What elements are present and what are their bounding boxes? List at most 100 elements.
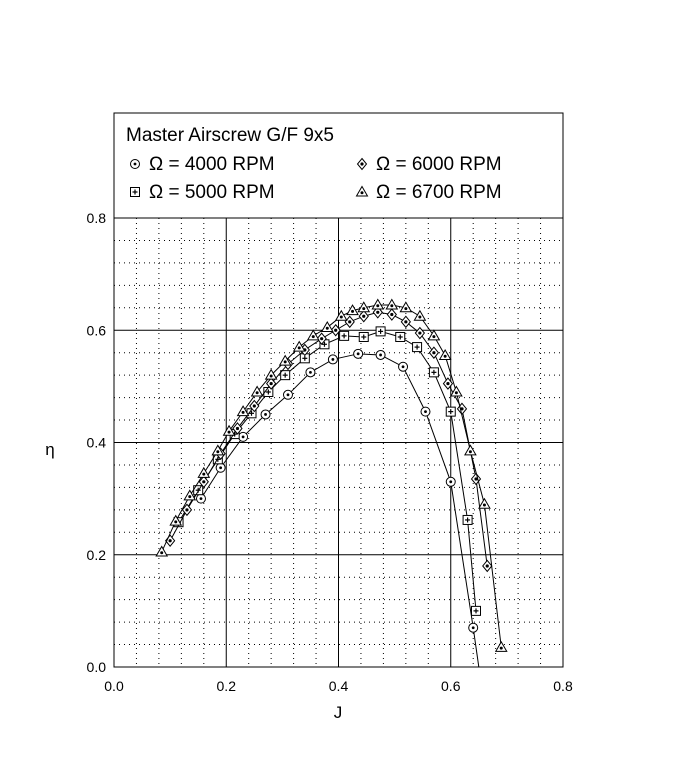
data-point: [278, 354, 292, 366]
y-tick-label: 0.8: [87, 210, 107, 226]
data-point: [456, 402, 468, 416]
data-point: [358, 331, 369, 342]
y-tick-label: 0.2: [87, 547, 107, 563]
data-point: [155, 545, 169, 557]
data-point: [442, 377, 454, 390]
data-point: [428, 367, 439, 378]
data-point: [346, 304, 359, 316]
legend-item: Ω = 6700 RPM: [355, 182, 502, 203]
data-point: [414, 326, 426, 340]
data-point: [353, 348, 364, 359]
data-point: [462, 514, 473, 525]
y-tick-label: 0.0: [87, 659, 107, 675]
data-point: [316, 332, 327, 345]
data-point: [305, 367, 316, 378]
data-point: [438, 349, 452, 361]
data-point: [375, 326, 386, 337]
legend-box: [113, 112, 564, 219]
data-point: [327, 354, 338, 365]
series-layer: [155, 298, 508, 668]
data-point: [198, 475, 209, 489]
data-point: [428, 346, 440, 359]
data-point: [372, 306, 383, 319]
legend-label: Ω = 4000 RPM: [149, 154, 275, 175]
data-point: [358, 309, 369, 323]
legend-item: Ω = 4000 RPM: [130, 154, 275, 175]
data-point: [330, 323, 341, 337]
data-point: [169, 514, 183, 526]
data-point: [395, 331, 406, 342]
data-point: [464, 444, 477, 456]
x-axis-label: J: [334, 703, 343, 722]
data-point: [412, 342, 423, 353]
series-1: [195, 348, 480, 668]
legend: Ω = 4000 RPM Ω = 5000 RPM Ω = 6000 RPM Ω = …: [130, 154, 502, 203]
data-point: [181, 503, 193, 517]
data-point: [449, 385, 463, 397]
legend-item: Ω = 5000 RPM: [130, 182, 275, 203]
data-point: [420, 406, 431, 417]
data-point: [445, 476, 456, 487]
data-point: [222, 424, 236, 436]
plot-frame: [113, 217, 564, 668]
data-point: [250, 385, 264, 397]
data-point: [344, 315, 355, 329]
x-tick-label: 0.2: [217, 678, 237, 694]
legend-marker: [355, 185, 369, 197]
data-point: [339, 330, 350, 341]
data-point: [399, 301, 413, 313]
data-point: [445, 406, 456, 417]
data-point: [238, 431, 249, 442]
data-point: [471, 605, 482, 616]
data-point: [183, 489, 197, 501]
legend-label: Ω = 6000 RPM: [376, 154, 502, 175]
data-point: [320, 320, 334, 332]
data-point: [357, 301, 371, 313]
data-point: [266, 377, 277, 390]
legend-marker: [130, 187, 140, 197]
legend-label: Ω = 6700 RPM: [376, 182, 502, 203]
y-axis-label: η: [45, 440, 54, 459]
data-point: [478, 497, 491, 509]
x-tick-label: 0.0: [104, 678, 124, 694]
data-point: [385, 298, 399, 310]
data-point: [306, 329, 320, 341]
data-point: [260, 409, 271, 420]
data-point: [249, 399, 260, 413]
chart-title: Master Airscrew G/F 9x5: [126, 125, 334, 146]
legend-label: Ω = 5000 RPM: [149, 182, 275, 203]
data-point: [386, 308, 397, 321]
x-tick-label: 0.8: [553, 678, 573, 694]
data-point: [264, 368, 278, 380]
data-point: [334, 309, 348, 321]
x-tick-label: 0.4: [329, 678, 349, 694]
data-point: [215, 462, 226, 473]
data-point: [282, 389, 293, 400]
data-point: [232, 422, 243, 435]
series-4: [155, 298, 508, 652]
data-point: [468, 622, 479, 633]
data-point: [292, 340, 306, 352]
series-line: [200, 353, 480, 668]
legend-marker: [130, 159, 140, 169]
y-tick-label: 0.4: [87, 435, 107, 451]
data-point: [400, 315, 411, 329]
series-line: [169, 311, 488, 567]
legend-marker: [356, 157, 368, 171]
series-line: [161, 304, 502, 648]
data-point: [494, 640, 508, 652]
data-point: [371, 298, 385, 310]
data-point: [280, 370, 291, 381]
data-point: [236, 405, 250, 417]
legend-item: Ω = 6000 RPM: [356, 154, 502, 175]
data-point: [427, 329, 441, 341]
data-point: [482, 559, 493, 573]
data-point: [195, 493, 206, 504]
x-tick-label: 0.6: [441, 678, 461, 694]
data-point: [398, 361, 409, 372]
data-point: [413, 309, 427, 321]
data-point: [211, 444, 225, 456]
data-point: [375, 349, 386, 360]
y-tick-label: 0.6: [87, 322, 107, 338]
